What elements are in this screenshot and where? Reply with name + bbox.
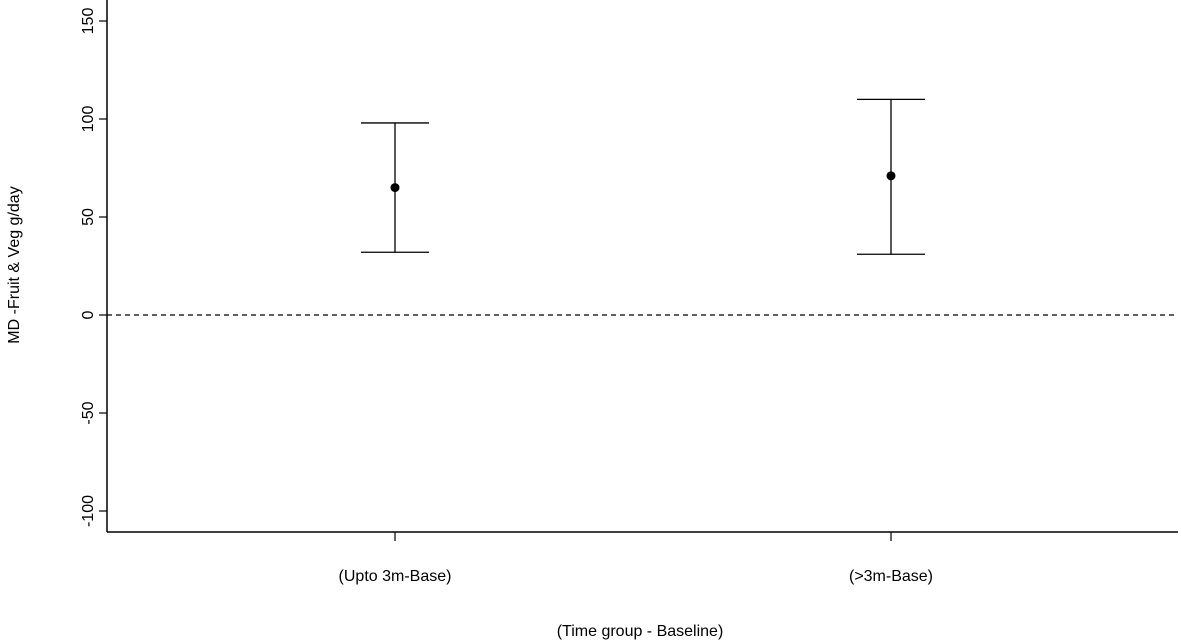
y-tick-label: 100 — [80, 106, 97, 133]
error-bar-marks — [361, 98, 925, 255]
y-tick-label: 0 — [80, 310, 97, 319]
x-tick-label: (Upto 3m-Base) — [339, 568, 452, 585]
y-axis: -100 -50 0 50 100 150 — [80, 8, 107, 527]
mean-point — [390, 183, 400, 193]
y-tick-label: 50 — [80, 208, 97, 226]
mean-point — [886, 171, 896, 181]
plot-frame — [106, 0, 1178, 533]
x-axis: (Upto 3m-Base) (>3m-Base) — [339, 532, 933, 585]
y-tick-label: -100 — [80, 495, 97, 527]
x-tick-label: (>3m-Base) — [849, 568, 933, 585]
x-axis-label: (Time group - Baseline) — [557, 623, 724, 640]
y-tick-label: 150 — [80, 8, 97, 35]
y-tick-label: -50 — [80, 401, 97, 424]
y-axis-label: MD -Fruit & Veg g/day — [6, 186, 23, 343]
